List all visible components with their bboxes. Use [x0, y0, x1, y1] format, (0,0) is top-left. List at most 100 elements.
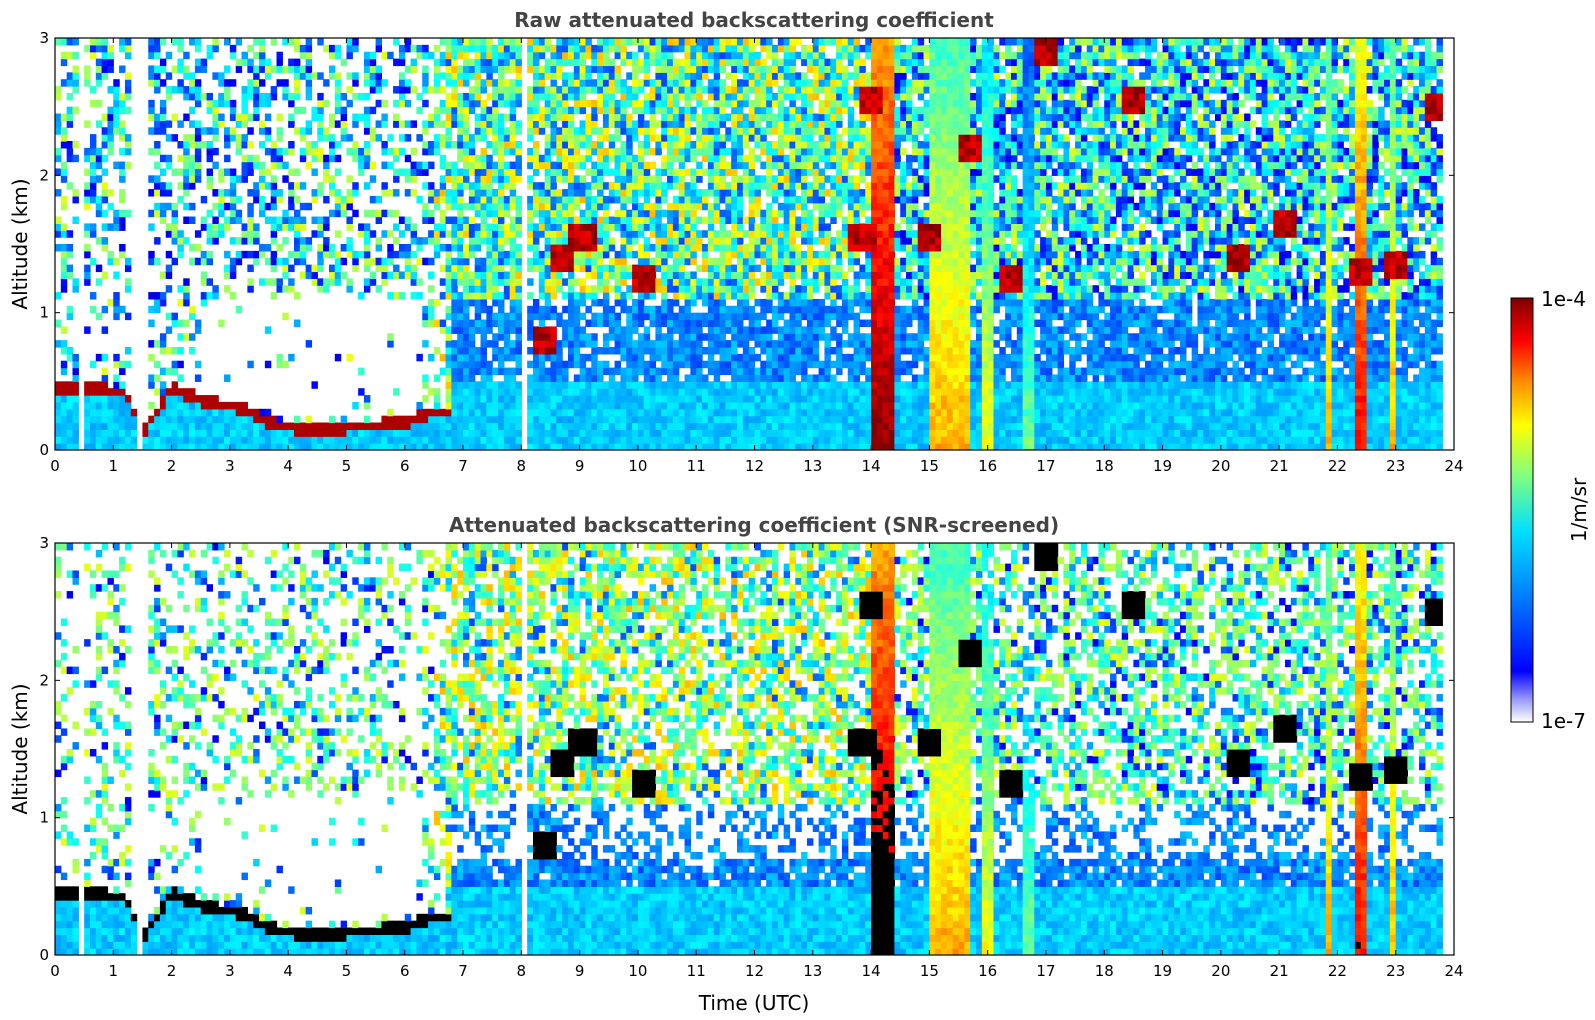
heatmap-cell	[742, 182, 750, 190]
heatmap-cell	[678, 429, 686, 437]
heatmap-cell	[678, 360, 686, 369]
heatmap-cell	[404, 429, 412, 437]
heatmap-cell	[89, 443, 97, 450]
heatmap-cell	[777, 381, 785, 389]
heatmap-cell	[731, 58, 738, 67]
heatmap-cell	[789, 429, 796, 437]
heatmap-cell	[154, 141, 161, 149]
heatmap-cell	[165, 429, 173, 437]
heatmap-cell	[754, 154, 761, 163]
heatmap-cell	[719, 92, 726, 101]
heatmap-cell	[527, 113, 534, 121]
heatmap-cell	[486, 244, 493, 252]
heatmap-cell	[556, 209, 563, 218]
heatmap-cell	[468, 44, 476, 53]
heatmap-cell	[474, 278, 482, 286]
heatmap-cell	[463, 408, 470, 417]
heatmap-cell	[538, 312, 546, 321]
heatmap-cell	[270, 415, 278, 424]
heatmap-cell	[480, 209, 487, 218]
heatmap-cell	[101, 436, 109, 444]
heatmap-cell	[812, 436, 820, 444]
heatmap-cell	[492, 319, 499, 327]
heatmap-cell	[661, 168, 668, 176]
heatmap-cell	[253, 161, 260, 170]
heatmap-cell	[119, 168, 126, 176]
heatmap-cell	[200, 436, 208, 444]
heatmap-cell	[422, 257, 429, 266]
heatmap-cell	[159, 154, 167, 163]
heatmap-cell	[567, 154, 575, 163]
heatmap-cell	[696, 360, 703, 369]
heatmap-cell	[789, 168, 796, 176]
heatmap-cell	[328, 72, 336, 80]
heatmap-cell	[276, 113, 283, 121]
heatmap-cell	[527, 264, 534, 273]
heatmap-cell	[538, 381, 546, 389]
heatmap-cell	[737, 51, 744, 60]
heatmap-cell	[474, 65, 482, 73]
heatmap-cell	[480, 79, 487, 87]
heatmap-cell	[713, 120, 721, 128]
heatmap-cell	[532, 113, 540, 121]
heatmap-cell	[643, 333, 651, 341]
heatmap-cell	[527, 51, 534, 60]
heatmap-cell	[171, 113, 179, 121]
heatmap-cell	[573, 257, 581, 266]
heatmap-cell	[194, 38, 202, 46]
heatmap-cell	[550, 367, 557, 376]
heatmap-cell	[632, 79, 639, 87]
heatmap-cell	[655, 86, 662, 94]
heatmap-cell	[614, 182, 622, 190]
heatmap-cell	[66, 250, 74, 259]
heatmap-cell	[550, 209, 557, 218]
heatmap-cell	[754, 319, 761, 327]
heatmap-cell	[89, 257, 97, 266]
heatmap-cell	[672, 154, 680, 163]
heatmap-cell	[422, 395, 429, 403]
heatmap-cell	[463, 161, 470, 170]
heatmap-cell	[439, 189, 447, 197]
heatmap-cell	[801, 415, 808, 424]
heatmap-cell	[672, 347, 680, 355]
heatmap-cell	[480, 436, 487, 444]
heatmap-cell	[398, 134, 406, 142]
heatmap-cell	[766, 347, 773, 355]
heatmap-cell	[171, 312, 179, 321]
heatmap-cell	[801, 374, 808, 382]
heatmap-cell	[445, 72, 452, 80]
heatmap-cell	[433, 44, 441, 53]
heatmap-cell	[643, 223, 651, 231]
heatmap-cell	[795, 51, 802, 60]
heatmap-cell	[498, 360, 505, 369]
heatmap-cell	[795, 147, 802, 156]
heatmap-cell	[154, 429, 161, 437]
heatmap-cell	[177, 195, 184, 204]
heatmap-cell	[585, 44, 592, 53]
heatmap-cell	[806, 120, 814, 128]
heatmap-cell	[218, 99, 225, 108]
heatmap-cell	[806, 285, 814, 293]
heatmap-cell	[212, 292, 219, 300]
heatmap-cell	[777, 298, 785, 307]
heatmap-cell	[480, 106, 487, 115]
heatmap-cell	[148, 292, 155, 300]
heatmap-cell	[737, 58, 744, 67]
heatmap-cell	[509, 264, 517, 273]
heatmap-cell	[579, 436, 587, 444]
heatmap-cell	[573, 395, 581, 403]
heatmap-cell	[661, 271, 668, 279]
heatmap-cell	[637, 209, 645, 218]
heatmap-cell	[107, 44, 114, 53]
heatmap-cell	[591, 298, 598, 307]
heatmap-cell	[783, 79, 791, 87]
heatmap-cell	[579, 312, 587, 321]
heatmap-cell	[678, 106, 686, 115]
heatmap-cell	[159, 401, 167, 410]
heatmap-cell	[602, 161, 610, 170]
heatmap-cell	[777, 106, 785, 115]
heatmap-cell	[806, 408, 814, 417]
heatmap-cell	[556, 244, 563, 252]
heatmap-cell	[550, 443, 557, 450]
heatmap-cell	[474, 92, 482, 101]
